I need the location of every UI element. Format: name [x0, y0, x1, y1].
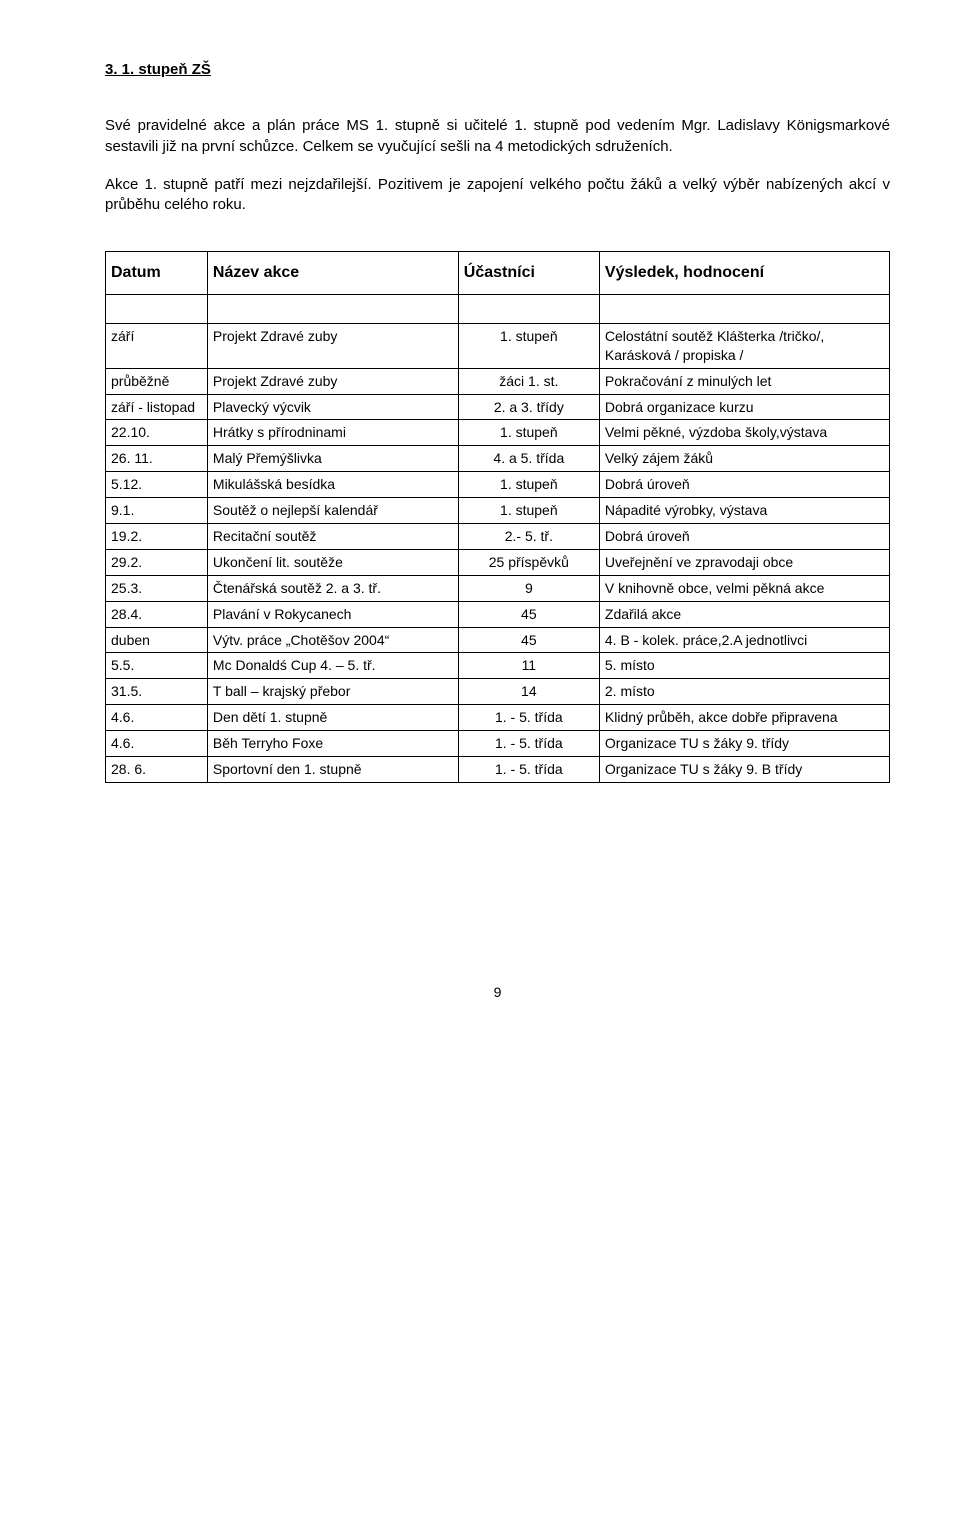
table-cell: Plavání v Rokycanech [207, 601, 458, 627]
table-cell: 1. stupeň [458, 472, 599, 498]
table-cell: 5.5. [106, 653, 208, 679]
table-row: 29.2.Ukončení lit. soutěže25 příspěvků U… [106, 549, 890, 575]
table-cell: Pokračování z minulých let [599, 368, 889, 394]
table-row: 26. 11.Malý Přemýšlivka4. a 5. třídaVelk… [106, 446, 890, 472]
table-cell: Výtv. práce „Chotěšov 2004“ [207, 627, 458, 653]
table-cell: 5.12. [106, 472, 208, 498]
table-cell: Mc Donaldś Cup 4. – 5. tř. [207, 653, 458, 679]
table-cell: Čtenářská soutěž 2. a 3. tř. [207, 575, 458, 601]
events-table: Datum Název akce Účastníci Výsledek, hod… [105, 251, 890, 783]
paragraph-2: Akce 1. stupně patří mezi nejzdařilejší.… [105, 175, 890, 216]
table-cell: 1. stupeň [458, 498, 599, 524]
table-cell: Velký zájem žáků [599, 446, 889, 472]
table-cell: 9 [458, 575, 599, 601]
table-cell: Dobrá úroveň [599, 523, 889, 549]
table-cell: Dobrá organizace kurzu [599, 394, 889, 420]
table-cell: Zdařilá akce [599, 601, 889, 627]
table-cell: Organizace TU s žáky 9. B třídy [599, 756, 889, 782]
table-cell: žáci 1. st. [458, 368, 599, 394]
col-header-participants: Účastníci [458, 252, 599, 295]
table-cell: 1. - 5. třída [458, 756, 599, 782]
table-cell: Uveřejnění ve zpravodaji obce [599, 549, 889, 575]
table-row: 5.5.Mc Donaldś Cup 4. – 5. tř.115. místo [106, 653, 890, 679]
table-header-row: Datum Název akce Účastníci Výsledek, hod… [106, 252, 890, 295]
paragraph-1: Své pravidelné akce a plán práce MS 1. s… [105, 116, 890, 157]
table-cell: 1. - 5. třída [458, 705, 599, 731]
table-row: záříProjekt Zdravé zuby1. stupeňCelostát… [106, 323, 890, 368]
table-cell: 1. - 5. třída [458, 731, 599, 757]
table-cell: 31.5. [106, 679, 208, 705]
table-row: 31.5.T ball – krajský přebor142. místo [106, 679, 890, 705]
page-number: 9 [105, 983, 890, 1002]
table-cell: září - listopad [106, 394, 208, 420]
table-cell: 19.2. [106, 523, 208, 549]
table-cell: 2.- 5. tř. [458, 523, 599, 549]
table-cell: 11 [458, 653, 599, 679]
table-cell: Dobrá úroveň [599, 472, 889, 498]
table-cell: 28.4. [106, 601, 208, 627]
table-cell: T ball – krajský přebor [207, 679, 458, 705]
table-cell: 14 [458, 679, 599, 705]
table-row: dubenVýtv. práce „Chotěšov 2004“45 4. B … [106, 627, 890, 653]
table-cell: 4.6. [106, 705, 208, 731]
table-cell: 4.6. [106, 731, 208, 757]
table-cell: 4. B - kolek. práce,2.A jednotlivci [599, 627, 889, 653]
table-cell: Organizace TU s žáky 9. třídy [599, 731, 889, 757]
table-row: 25.3.Čtenářská soutěž 2. a 3. tř.9 V kni… [106, 575, 890, 601]
table-cell: Mikulášská besídka [207, 472, 458, 498]
table-row: 28.4.Plavání v Rokycanech45 Zdařilá akce [106, 601, 890, 627]
table-row: 4.6.Den dětí 1. stupně1. - 5. třídaKlidn… [106, 705, 890, 731]
table-cell: Recitační soutěž [207, 523, 458, 549]
table-cell: 2. a 3. třídy [458, 394, 599, 420]
table-cell: 45 [458, 627, 599, 653]
table-row: 4.6.Běh Terryho Foxe1. - 5. třídaOrganiz… [106, 731, 890, 757]
table-cell: Sportovní den 1. stupně [207, 756, 458, 782]
table-row: 19.2.Recitační soutěž2.- 5. tř.Dobrá úro… [106, 523, 890, 549]
table-row: 9.1.Soutěž o nejlepší kalendář1. stupeňN… [106, 498, 890, 524]
table-cell: Den dětí 1. stupně [207, 705, 458, 731]
table-row: září - listopadPlavecký výcvik2. a 3. tř… [106, 394, 890, 420]
table-cell: Hrátky s přírodninami [207, 420, 458, 446]
table-row: 5.12.Mikulášská besídka1. stupeňDobrá úr… [106, 472, 890, 498]
table-cell: 26. 11. [106, 446, 208, 472]
table-cell: Celostátní soutěž Klášterka /tričko/, Ka… [599, 323, 889, 368]
col-header-date: Datum [106, 252, 208, 295]
section-heading: 3. 1. stupeň ZŠ [105, 60, 890, 80]
table-cell: září [106, 323, 208, 368]
table-cell: 22.10. [106, 420, 208, 446]
table-cell: 2. místo [599, 679, 889, 705]
table-cell: Projekt Zdravé zuby [207, 323, 458, 368]
table-cell: Soutěž o nejlepší kalendář [207, 498, 458, 524]
table-cell: průběžně [106, 368, 208, 394]
table-cell: 25.3. [106, 575, 208, 601]
table-cell: 4. a 5. třída [458, 446, 599, 472]
table-cell: 1. stupeň [458, 420, 599, 446]
table-cell: Malý Přemýšlivka [207, 446, 458, 472]
table-row: průběžněProjekt Zdravé zubyžáci 1. st.Po… [106, 368, 890, 394]
table-cell: Ukončení lit. soutěže [207, 549, 458, 575]
table-row: 22.10.Hrátky s přírodninami1. stupeňVelm… [106, 420, 890, 446]
table-row: 28. 6.Sportovní den 1. stupně1. - 5. tří… [106, 756, 890, 782]
table-cell: Nápadité výrobky, výstava [599, 498, 889, 524]
table-cell: Projekt Zdravé zuby [207, 368, 458, 394]
table-cell: 45 [458, 601, 599, 627]
table-cell: 25 příspěvků [458, 549, 599, 575]
col-header-name: Název akce [207, 252, 458, 295]
table-cell: Klidný průběh, akce dobře připravena [599, 705, 889, 731]
table-cell: 9.1. [106, 498, 208, 524]
table-cell: 1. stupeň [458, 323, 599, 368]
table-cell: Velmi pěkné, výzdoba školy,výstava [599, 420, 889, 446]
table-cell: Plavecký výcvik [207, 394, 458, 420]
table-cell: 28. 6. [106, 756, 208, 782]
table-cell: 29.2. [106, 549, 208, 575]
table-cell: 5. místo [599, 653, 889, 679]
table-cell: V knihovně obce, velmi pěkná akce [599, 575, 889, 601]
table-cell: duben [106, 627, 208, 653]
table-cell: Běh Terryho Foxe [207, 731, 458, 757]
table-spacer-row [106, 294, 890, 323]
col-header-result: Výsledek, hodnocení [599, 252, 889, 295]
